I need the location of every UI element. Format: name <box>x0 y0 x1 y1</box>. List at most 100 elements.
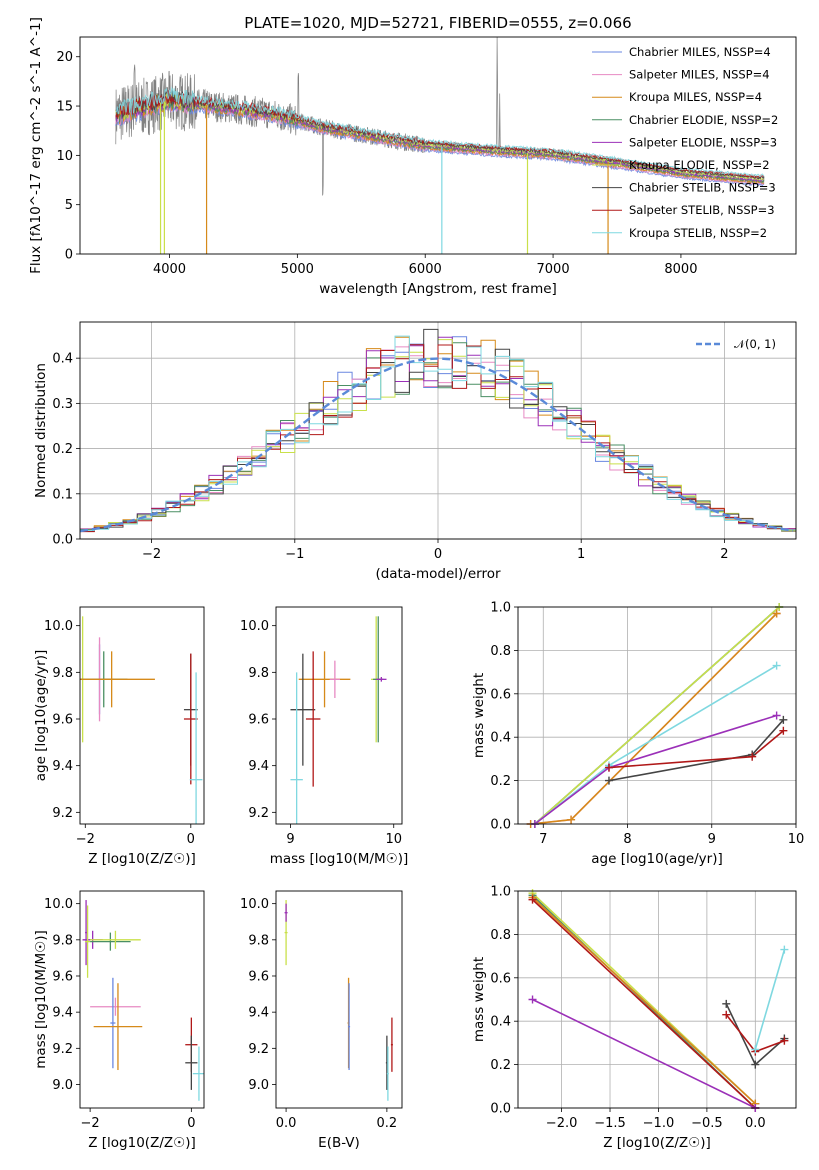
x-tick-label: 7000 <box>537 262 570 277</box>
legend-entry: Kroupa ELODIE, NSSP=2 <box>629 158 770 172</box>
x-tick-label: 7 <box>539 832 547 847</box>
data-point-marker <box>780 945 789 954</box>
x-tick-label: 8000 <box>664 262 697 277</box>
x-tick-label: 6000 <box>409 262 442 277</box>
mass-weight-line <box>532 998 756 1108</box>
data-point-marker <box>772 711 781 720</box>
y-tick-label: 0.6 <box>490 687 511 702</box>
data-point-marker <box>751 1060 760 1069</box>
axes-frame <box>79 321 797 540</box>
x-tick-label: 0 <box>187 1116 195 1131</box>
y-tick-label: 10.0 <box>44 619 73 634</box>
plot-area-0 <box>115 37 765 254</box>
data-point-marker <box>604 763 613 772</box>
y-tick-label: 20 <box>56 50 73 65</box>
data-point-marker <box>751 1045 760 1054</box>
y-tick-label: 0.4 <box>490 731 511 746</box>
x-tick-label: 0.0 <box>276 1116 297 1131</box>
data-point-marker <box>779 726 788 735</box>
mass-weight-line <box>534 607 780 824</box>
chart-panel-6: 0.0 0.2 9.0 9.2 9.4 9.6 9.8 10.0 E(B-V) <box>240 890 403 1151</box>
mass-weight-line <box>534 664 778 824</box>
y-tick-label: 15 <box>56 100 73 115</box>
y-tick-label: 0.2 <box>490 774 511 789</box>
y-tick-label: 5 <box>65 198 73 213</box>
y-axis-label: Flux [fλ10^-17 erg cm^-2 s^-1 A^-1] <box>28 17 44 274</box>
x-tick-label: 0 <box>187 832 195 847</box>
x-tick-label: 0.0 <box>745 1116 766 1131</box>
y-tick-label: 0.6 <box>490 971 511 986</box>
legend: 𝒩(0, 1) <box>696 337 776 351</box>
plot-area-6 <box>284 900 393 1101</box>
plot-area-3 <box>290 616 387 824</box>
y-tick-label: 0.0 <box>490 1102 511 1117</box>
chart-title: PLATE=1020, MJD=52721, FIBERID=0555, z=0… <box>244 14 631 32</box>
x-axis-label: Z [log10(Z/Z☉)] <box>603 1135 711 1151</box>
y-tick-label: 0.8 <box>490 644 511 659</box>
axes-frame <box>79 606 205 825</box>
y-tick-label: 9.4 <box>52 1006 73 1021</box>
x-tick-label: 1 <box>577 547 585 562</box>
chart-panel-4: 7 8 9 10 0.0 0.2 0.4 0.6 0.8 1.0 age [log10(age/yr… <box>471 601 804 868</box>
chart-panel-0: 4000 5000 6000 7000 8000 0 5 10 15 20 wavelength [… <box>28 14 797 297</box>
y-tick-label: 0.1 <box>52 487 73 502</box>
axes-frame <box>517 890 797 1109</box>
x-tick-label: −2 <box>81 1116 100 1131</box>
x-tick-label: −1.0 <box>643 1116 675 1131</box>
x-tick-label: −1.5 <box>594 1116 626 1131</box>
y-tick-label: 9.0 <box>248 1078 269 1093</box>
x-axis-label: Z [log10(Z/Z☉)] <box>88 1135 196 1151</box>
y-tick-label: 10.0 <box>240 897 269 912</box>
chart-panel-2: −2 0 9.2 9.4 9.6 9.8 10.0 Z [log10(Z/Z☉)] age [l… <box>33 606 205 867</box>
x-axis-label: Z [log10(Z/Z☉)] <box>88 851 196 867</box>
axes-frame <box>79 890 205 1109</box>
x-tick-label: 10 <box>385 832 402 847</box>
data-point-marker <box>772 609 781 618</box>
y-tick-label: 1.0 <box>490 601 511 616</box>
mass-weight-line <box>531 896 756 1105</box>
x-tick-label: 8 <box>623 832 631 847</box>
y-tick-label: 9.4 <box>248 759 269 774</box>
y-tick-label: 9.0 <box>52 1078 73 1093</box>
y-tick-label: 10.0 <box>240 619 269 634</box>
mass-weight-line <box>754 949 786 1050</box>
data-point-marker <box>722 1010 731 1019</box>
legend-entry: Salpeter MILES, NSSP=4 <box>629 68 770 82</box>
y-tick-label: 0.8 <box>490 928 511 943</box>
axes-frame <box>275 606 403 825</box>
y-tick-label: 9.6 <box>248 969 269 984</box>
model-spectrum-line <box>115 86 765 177</box>
histogram-step-line <box>80 335 796 531</box>
y-axis-label: age [log10(age/yr)] <box>33 650 49 782</box>
y-axis-label: mass weight <box>471 673 487 758</box>
plot-area-2 <box>80 616 203 824</box>
mass-weight-line <box>531 899 756 1108</box>
x-tick-label: −0.5 <box>691 1116 723 1131</box>
axes-frame <box>275 890 403 1109</box>
axes-frame <box>79 36 797 255</box>
x-tick-label: 9 <box>286 832 294 847</box>
y-tick-label: 1.0 <box>490 885 511 900</box>
x-tick-label: −2 <box>142 547 161 562</box>
y-tick-label: 9.6 <box>248 713 269 728</box>
plot-area-5 <box>82 900 204 1101</box>
y-tick-label: 9.8 <box>248 666 269 681</box>
data-point-marker <box>772 661 781 670</box>
legend-entry: Salpeter STELIB, NSSP=3 <box>629 203 775 217</box>
legend-entry: 𝒩(0, 1) <box>734 337 776 351</box>
legend: Chabrier MILES, NSSP=4 Salpeter MILES, NS… <box>592 45 778 240</box>
data-point-marker <box>748 752 757 761</box>
y-tick-label: 9.2 <box>52 806 73 821</box>
y-tick-label: 9.2 <box>52 1042 73 1057</box>
y-tick-label: 0.2 <box>52 442 73 457</box>
legend-entry: Kroupa STELIB, NSSP=2 <box>629 226 767 240</box>
plot-area-1 <box>80 328 796 533</box>
chart-panel-3: 9 10 9.2 9.4 9.6 9.8 10.0 mass [log10(M/M☉)] <box>240 606 408 867</box>
y-tick-label: 9.2 <box>248 806 269 821</box>
x-axis-label: wavelength [Angstrom, rest frame] <box>319 281 557 297</box>
normal-pdf-curve <box>80 357 794 533</box>
legend-entry: Chabrier ELODIE, NSSP=2 <box>629 113 778 127</box>
legend-entry: Salpeter ELODIE, NSSP=3 <box>629 135 777 149</box>
